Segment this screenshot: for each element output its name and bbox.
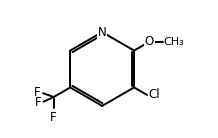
Text: O: O [145,35,154,48]
Text: CH₃: CH₃ [164,37,184,47]
Text: F: F [34,86,41,99]
Text: Cl: Cl [148,88,160,101]
Text: F: F [35,96,41,109]
Text: F: F [50,111,57,124]
Text: N: N [98,26,107,39]
